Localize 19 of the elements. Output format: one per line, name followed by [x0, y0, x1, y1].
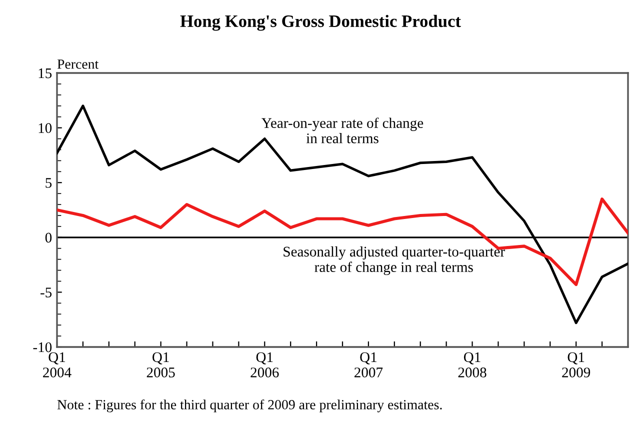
line-series	[57, 198, 628, 286]
line-series	[57, 104, 628, 324]
series-label: Seasonally adjusted quarter-to-quarter rate of change in real terms	[284, 246, 505, 276]
x-tick-label: Q1 2006	[250, 352, 279, 378]
x-tick-label: Q1 2004	[43, 352, 72, 378]
y-tick-label: -10	[33, 342, 52, 352]
y-tick-label: 10	[38, 123, 52, 134]
y-tick-label: -5	[40, 288, 52, 298]
y-axis-title: Percent	[57, 60, 99, 69]
y-tick-label: 5	[46, 178, 52, 188]
y-tick-label: 0	[45, 232, 52, 243]
series-label: Year-on-year rate of change in real terms	[262, 118, 424, 144]
x-tick-label: Q1 2008	[458, 352, 486, 378]
x-tick-label: Q1 2005	[146, 352, 175, 378]
x-tick-label: Q1 2007	[354, 352, 383, 378]
y-tick-label: 15	[38, 68, 52, 78]
chart-title: Hong Kong's Gross Domestic Product	[180, 14, 461, 31]
x-tick-label: Q1 2009	[562, 352, 590, 378]
text: Note : Figures for the third quarter of 2009 are preliminary estimates.	[57, 399, 442, 412]
